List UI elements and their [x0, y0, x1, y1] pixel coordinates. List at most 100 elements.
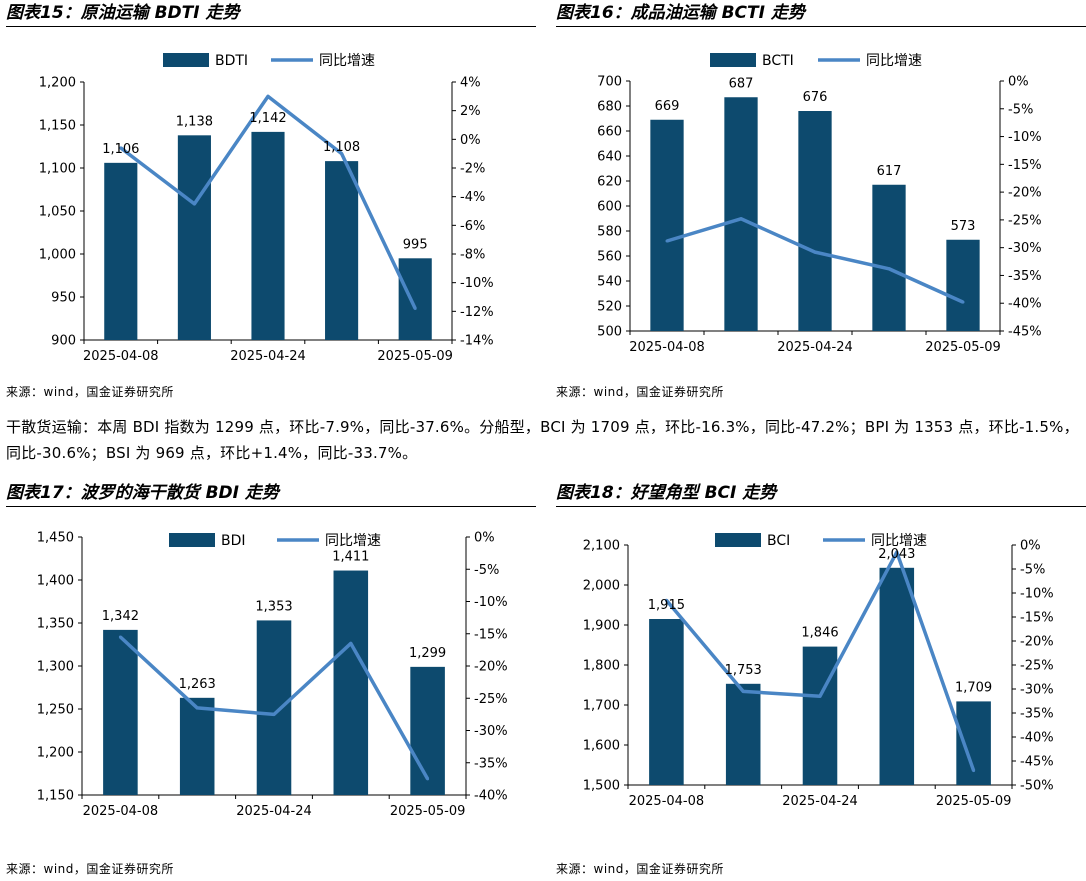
y-right-tick-label: -50% — [1020, 779, 1054, 794]
chart-panel-bdi: 图表17：波罗的海干散货 BDI 走势 1,150 1,200 1,250 1,300… — [6, 480, 536, 880]
bar — [256, 620, 292, 795]
y-left-tick-label: 620 — [597, 175, 622, 190]
y-left-tick-label: 1,150 — [39, 119, 76, 134]
y-left-tick-label: 1,250 — [37, 703, 74, 718]
y-right-tick-label: -40% — [474, 789, 508, 804]
bar-data-label: 687 — [729, 76, 754, 91]
bar-data-label: 573 — [951, 219, 976, 234]
x-tick-label: 2025-05-09 — [390, 804, 466, 819]
y-left-tick-label: 1,200 — [37, 746, 74, 761]
y-right-tick-label: 0% — [1008, 75, 1029, 90]
bar — [879, 567, 915, 785]
y-right-tick-label: -2% — [460, 162, 485, 177]
bar-data-label: 1,709 — [955, 680, 992, 695]
bar — [177, 135, 211, 340]
y-right-tick-label: -15% — [474, 627, 508, 642]
x-tick-label: 2025-05-09 — [936, 794, 1012, 809]
bar-data-label: 1,106 — [102, 142, 139, 157]
x-tick-label: 2025-04-24 — [230, 349, 306, 364]
line-point — [340, 152, 344, 156]
line-point — [895, 550, 899, 554]
y-right-tick-label: -30% — [1008, 241, 1042, 256]
line-point — [887, 267, 891, 271]
line-point — [349, 641, 353, 645]
y-left-tick-label: 1,600 — [583, 739, 620, 754]
chart-svg: 1,150 1,200 1,250 1,300 1,350 1,400 1,450 -40% -… — [37, 531, 508, 820]
y-right-tick-label: 0% — [1020, 539, 1041, 554]
y-right-tick-label: -15% — [1020, 611, 1054, 626]
y-right-tick-label: -8% — [460, 248, 485, 263]
legend-line-label: 同比增速 — [866, 53, 922, 69]
y-right-tick-label: -10% — [474, 595, 508, 610]
line-point — [272, 712, 276, 716]
x-tick-label: 2025-04-08 — [629, 340, 705, 355]
bar — [410, 666, 445, 795]
x-tick-label: 2025-05-09 — [925, 340, 1001, 355]
y-right-tick-label: -30% — [1020, 683, 1054, 698]
y-right-tick-label: -35% — [1008, 269, 1042, 284]
bar — [725, 683, 761, 785]
chart-title: 图表15：原油运输 BDTI 走势 — [6, 0, 536, 27]
y-left-tick-label: 700 — [597, 75, 622, 90]
line-point — [664, 598, 668, 602]
y-right-tick-label: -14% — [460, 334, 494, 349]
y-left-tick-label: 950 — [51, 291, 76, 306]
bar-data-label: 1,342 — [102, 609, 139, 624]
y-left-tick-label: 1,150 — [37, 789, 74, 804]
y-left-tick-label: 1,000 — [39, 248, 76, 263]
y-left-tick-label: 1,100 — [39, 162, 76, 177]
bar-data-label: 1,299 — [409, 646, 446, 661]
y-left-tick-label: 2,000 — [583, 579, 620, 594]
y-left-tick-label: 520 — [597, 300, 622, 315]
y-right-tick-label: -40% — [1008, 297, 1042, 312]
y-left-tick-label: 1,500 — [583, 779, 620, 794]
legend-bar-swatch — [163, 53, 209, 67]
line-point — [266, 94, 270, 98]
chart-panel-bci: 图表18：好望角型 BCI 走势 1,500 1,600 1,700 1,800 1,9… — [556, 480, 1086, 880]
line-point — [813, 250, 817, 254]
legend-bar-label: BCI — [767, 533, 790, 549]
x-tick-label: 2025-04-08 — [629, 794, 705, 809]
y-right-tick-label: 2% — [460, 104, 481, 119]
y-left-tick-label: 540 — [597, 275, 622, 290]
y-right-tick-label: -30% — [474, 724, 508, 739]
y-left-tick-label: 660 — [597, 125, 622, 140]
y-right-tick-label: -5% — [1020, 563, 1045, 578]
chart-source: 来源：wind，国金证券研究所 — [6, 862, 174, 876]
y-left-tick-label: 1,450 — [37, 531, 74, 546]
line-point — [195, 706, 199, 710]
chart-svg: 1,500 1,600 1,700 1,800 1,900 2,000 2,100 -50% -… — [583, 533, 1054, 809]
x-tick-label: 2025-04-24 — [782, 794, 858, 809]
bar — [724, 97, 758, 331]
y-left-tick-label: 1,200 — [39, 76, 76, 91]
y-left-tick-label: 1,800 — [583, 659, 620, 674]
y-left-tick-label: 1,050 — [39, 205, 76, 220]
line-point — [119, 146, 123, 150]
y-right-tick-label: -10% — [1020, 587, 1054, 602]
chart-source: 来源：wind，国金证券研究所 — [556, 862, 724, 876]
x-tick-label: 2025-05-09 — [377, 349, 453, 364]
y-right-tick-label: -25% — [1008, 213, 1042, 228]
line-point — [426, 777, 430, 781]
x-tick-label: 2025-04-08 — [83, 804, 159, 819]
bar-data-label: 1,263 — [179, 677, 216, 692]
bar — [650, 119, 684, 331]
bar — [103, 629, 138, 795]
bar — [179, 697, 215, 795]
bar — [333, 570, 369, 795]
x-tick-label: 2025-04-24 — [236, 804, 312, 819]
legend-bar-label: BDI — [221, 533, 246, 549]
legend-bar-swatch — [169, 533, 215, 547]
bar-data-label: 676 — [803, 90, 828, 105]
legend-bar-label: BCTI — [762, 53, 794, 69]
bar — [956, 701, 991, 785]
line-point — [818, 694, 822, 698]
bar — [398, 258, 432, 340]
bar-data-label: 617 — [877, 164, 902, 179]
y-right-tick-label: 0% — [474, 531, 495, 546]
bar — [798, 111, 832, 331]
y-right-tick-label: -35% — [474, 756, 508, 771]
bar-data-label: 1,411 — [332, 550, 369, 565]
bar — [946, 239, 980, 331]
bar-data-label: 1,108 — [323, 140, 360, 155]
